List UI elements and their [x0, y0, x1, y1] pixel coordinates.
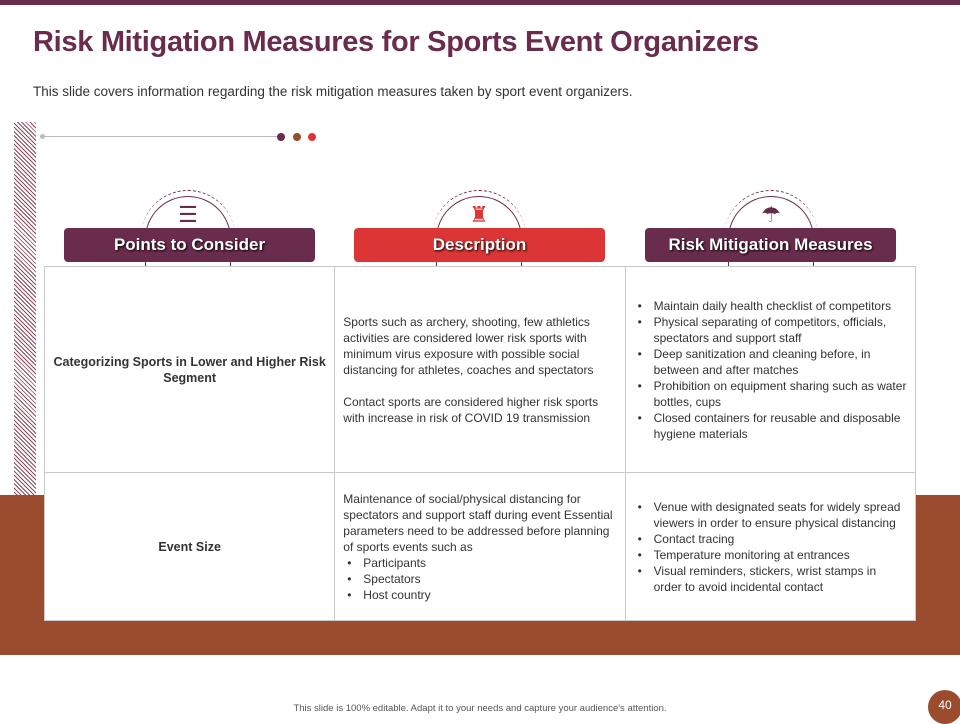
point-cell: Categorizing Sports in Lower and Higher … — [43, 266, 336, 473]
point-cell: Event Size — [43, 472, 336, 621]
list-item: Contact tracing — [634, 531, 907, 547]
dashed-arc — [141, 190, 235, 240]
list-item: Venue with designated seats for widely s… — [634, 499, 907, 531]
page-title: Risk Mitigation Measures for Sports Even… — [33, 26, 759, 58]
dashed-arc — [724, 190, 818, 240]
person-document-icon: ♜ — [469, 202, 489, 227]
hatch-decoration — [14, 122, 36, 497]
footer-note: This slide is 100% editable. Adapt it to… — [293, 703, 667, 714]
dot-brown — [293, 133, 301, 141]
description-text: Maintenance of social/physical distancin… — [343, 491, 613, 554]
list-item: Host country — [343, 587, 616, 603]
decorative-line — [42, 136, 282, 137]
description-cell: Maintenance of social/physical distancin… — [334, 472, 626, 621]
list-item: Closed containers for reusable and dispo… — [634, 410, 907, 442]
dot-red — [308, 133, 316, 141]
list-item: Temperature monitoring at entrances — [634, 547, 907, 563]
measures-cell: Venue with designated seats for widely s… — [624, 472, 917, 621]
list-icon: ☰ — [178, 202, 198, 227]
list-item: Prohibition on equipment sharing such as… — [634, 378, 907, 410]
list-item: Visual reminders, stickers, wrist stamps… — [634, 563, 907, 595]
list-item: Physical separating of competitors, offi… — [634, 314, 907, 346]
dot-maroon — [277, 133, 285, 141]
header-points-to-consider: Points to Consider — [64, 228, 315, 262]
description-text: Sports such as archery, shooting, few at… — [343, 314, 594, 377]
list-item: Spectators — [343, 571, 616, 587]
description-cell: Sports such as archery, shooting, few at… — [334, 266, 626, 473]
list-item: Deep sanitization and cleaning before, i… — [634, 346, 907, 378]
list-item: Maintain daily health checklist of compe… — [634, 298, 907, 314]
table-row: Categorizing Sports in Lower and Higher … — [43, 266, 917, 473]
dashed-arc — [432, 190, 526, 240]
measures-cell: Maintain daily health checklist of compe… — [624, 266, 917, 473]
description-text: Contact sports are considered higher ris… — [343, 394, 599, 425]
risk-table: Categorizing Sports in Lower and Higher … — [43, 266, 917, 621]
list-item: Participants — [343, 555, 616, 571]
table-row: Event Size Maintenance of social/physica… — [43, 472, 917, 621]
page-number: 40 — [928, 690, 960, 724]
top-bar — [0, 0, 960, 5]
header-risk-mitigation-measures: Risk Mitigation Measures — [645, 228, 896, 262]
umbrella-gear-icon: ☂ — [761, 202, 781, 227]
page-subtitle: This slide covers information regarding … — [33, 84, 633, 99]
header-description: Description — [354, 228, 605, 262]
